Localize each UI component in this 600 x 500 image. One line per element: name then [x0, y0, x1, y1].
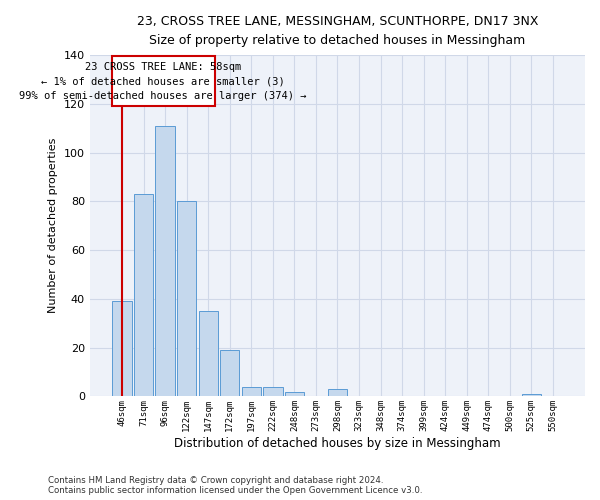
Text: 99% of semi-detached houses are larger (374) →: 99% of semi-detached houses are larger (… — [19, 91, 307, 101]
Bar — [521, 394, 541, 396]
Bar — [284, 392, 304, 396]
Bar — [177, 202, 196, 396]
Bar — [134, 194, 154, 396]
Text: Contains HM Land Registry data © Crown copyright and database right 2024.
Contai: Contains HM Land Registry data © Crown c… — [48, 476, 422, 495]
Bar — [220, 350, 239, 397]
Text: 23 CROSS TREE LANE: 58sqm: 23 CROSS TREE LANE: 58sqm — [85, 62, 241, 72]
Bar — [263, 386, 283, 396]
Bar — [155, 126, 175, 396]
Bar — [112, 302, 132, 396]
Bar — [328, 389, 347, 396]
FancyBboxPatch shape — [112, 56, 215, 106]
Bar — [242, 386, 261, 396]
Title: 23, CROSS TREE LANE, MESSINGHAM, SCUNTHORPE, DN17 3NX
Size of property relative : 23, CROSS TREE LANE, MESSINGHAM, SCUNTHO… — [137, 15, 538, 47]
X-axis label: Distribution of detached houses by size in Messingham: Distribution of detached houses by size … — [174, 437, 501, 450]
Bar — [199, 311, 218, 396]
Y-axis label: Number of detached properties: Number of detached properties — [49, 138, 58, 314]
Text: ← 1% of detached houses are smaller (3): ← 1% of detached houses are smaller (3) — [41, 76, 285, 86]
